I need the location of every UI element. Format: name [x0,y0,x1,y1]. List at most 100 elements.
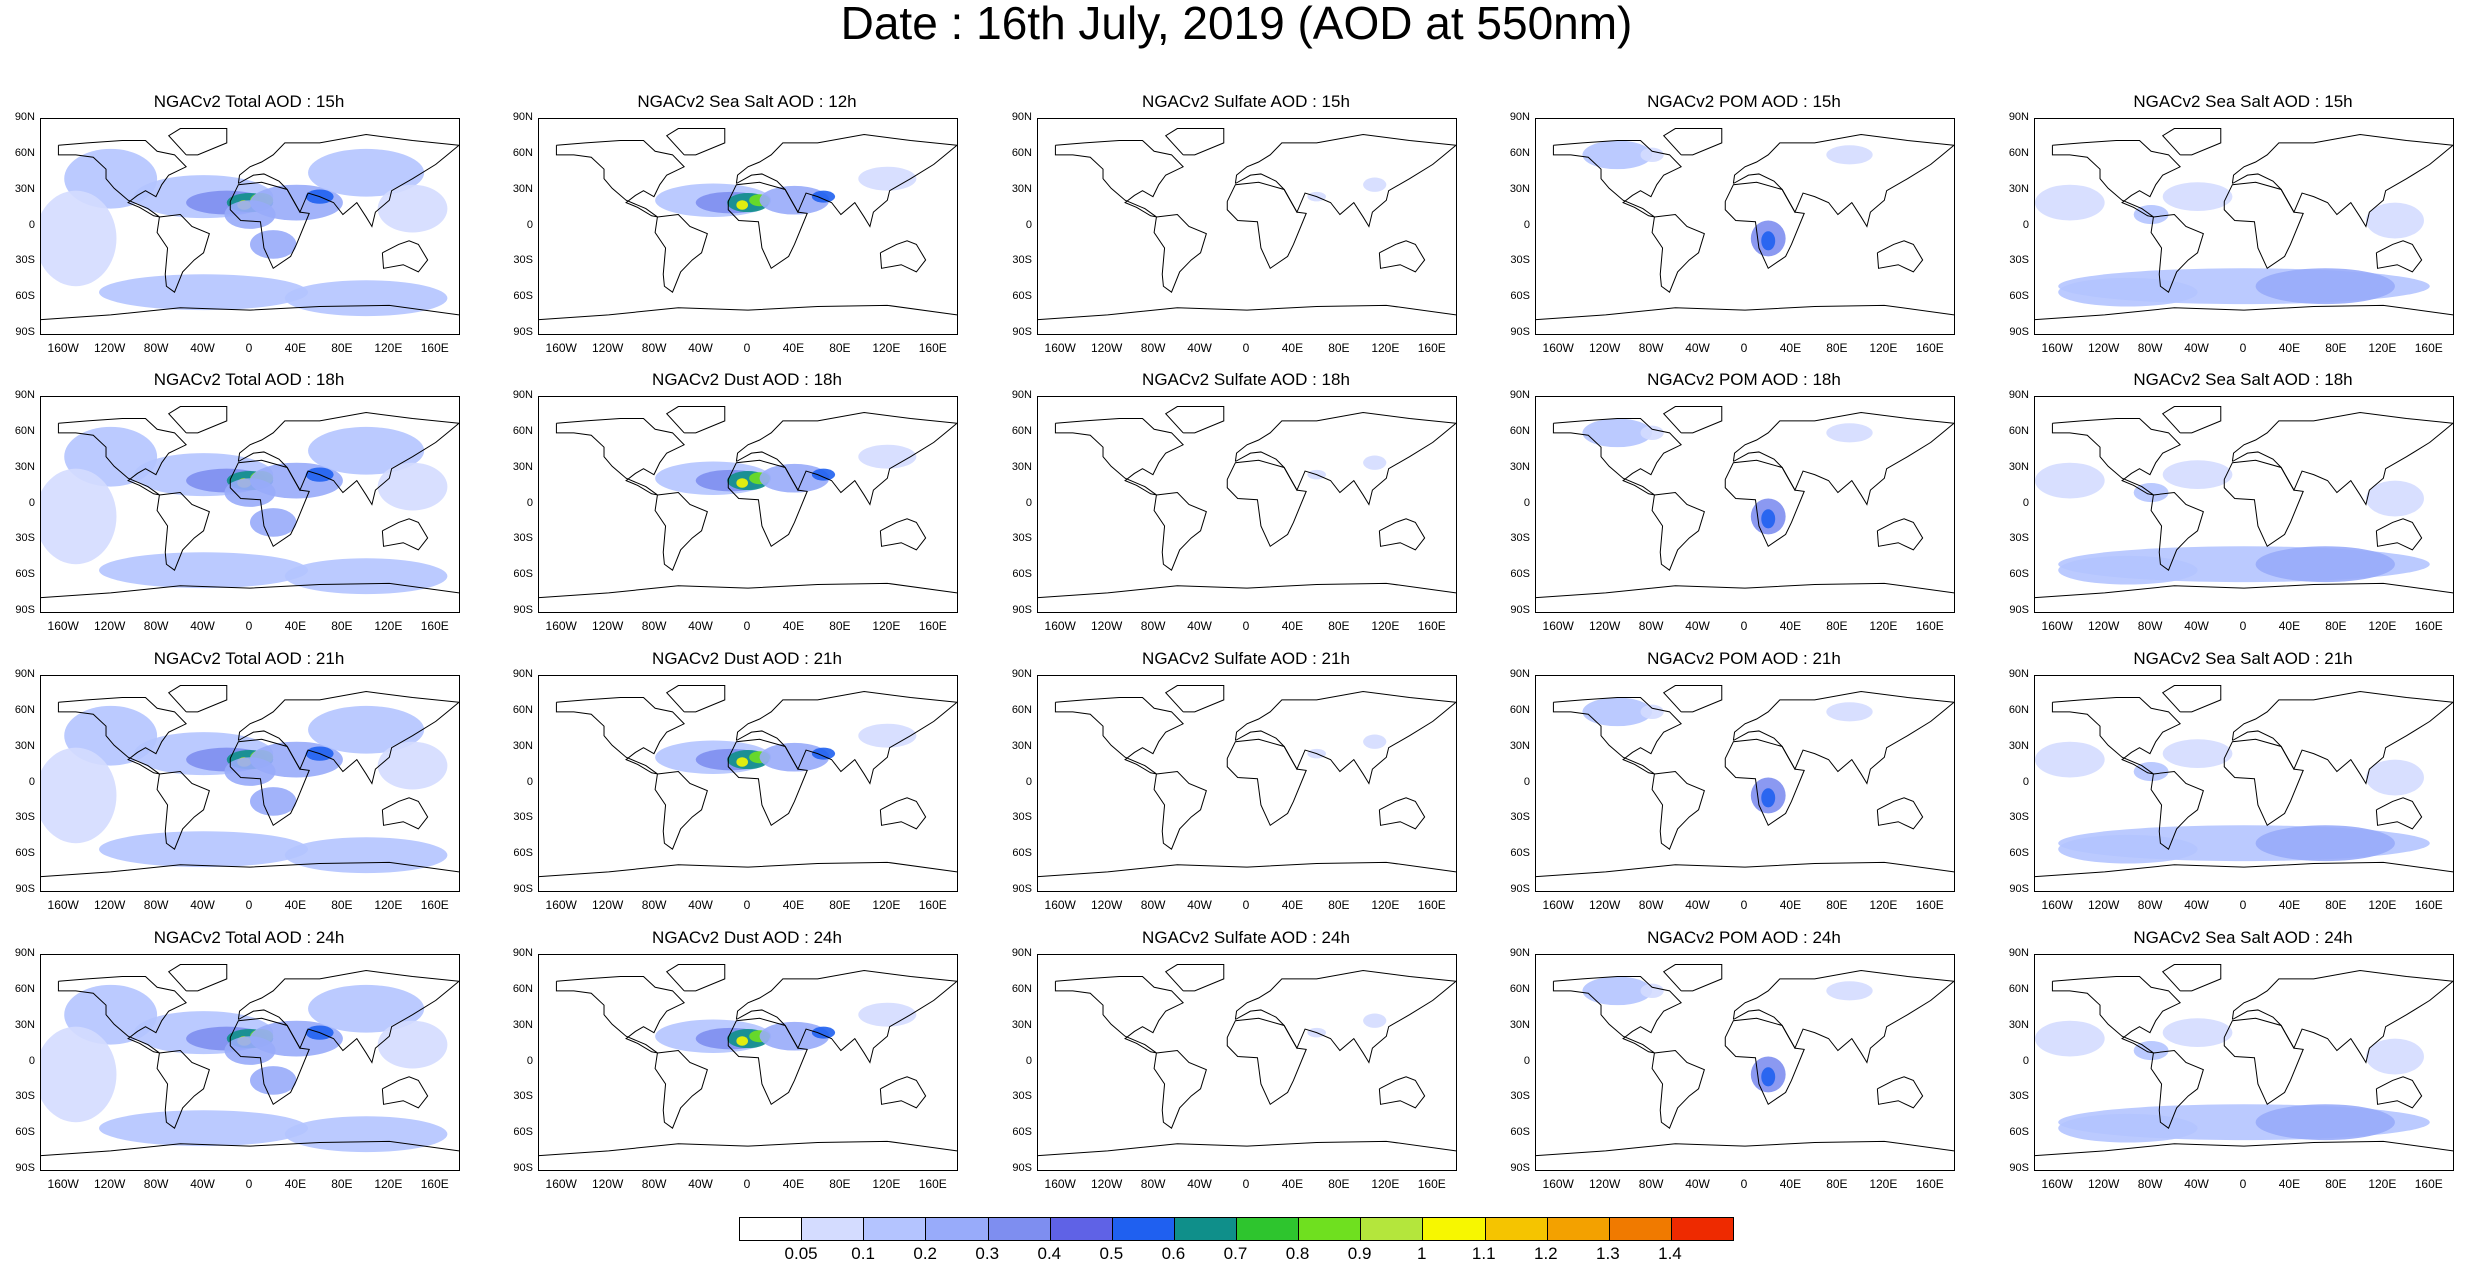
lat-tick-label: 0 [526,218,533,231]
lat-tick-label: 90N [2008,111,2029,123]
lat-tick-label: 90S [2009,326,2029,338]
lon-tick-label: 80W [143,619,169,633]
panel-title: NGACv2 POM AOD : 21h [1647,649,1841,668]
aod-field [1363,734,1387,749]
lon-tick-label: 160E [918,341,947,355]
aod-field [250,508,297,537]
lon-tick-label: 160E [420,1177,449,1191]
coastline [229,459,310,548]
panel-title: NGACv2 Total AOD : 15h [153,92,345,111]
aod-field [1826,423,1873,443]
lon-tick-label: 40W [190,898,215,912]
lon-tick-label: 160E [2414,341,2443,355]
coastline [57,697,187,775]
panel-title: NGACv2 Sea Salt AOD : 12h [637,92,857,111]
coastline [1054,976,1184,1054]
aod-field [224,200,276,229]
coastline [2375,240,2423,273]
colorbar-swatch [926,1218,989,1240]
coastline [229,1017,310,1106]
map-svg [41,964,459,1157]
aod-field [811,190,836,203]
aod-field [41,468,117,565]
lat-tick-label: 0 [28,775,35,788]
coastline [555,140,685,218]
lat-tick-label: 30S [1510,811,1530,824]
lat-tick-label: 30S [1510,254,1530,267]
lon-tick-label: 40W [688,619,713,633]
colorbar-swatch [864,1218,927,1240]
lon-tick-label: 0 [1242,341,1250,355]
map-panel [1037,118,1457,335]
aod-field [2133,483,2169,503]
coastline [2035,1140,2453,1157]
coastline [2223,459,2304,548]
lon-tick-label: 80W [143,341,169,355]
map-svg [539,964,957,1157]
lat-tick-label: 30N [1509,1018,1530,1031]
coastline [237,691,459,785]
lon-tick-label: 160E [1915,1177,1944,1191]
lon-tick-label: 160W [1542,341,1574,355]
lon-tick-label: 120W [591,619,624,633]
map-svg [1536,128,1954,321]
coastline [1153,771,1207,850]
panel-title: NGACv2 Total AOD : 21h [153,649,345,668]
coastline [381,797,429,830]
lat-tick-label: 90S [1510,1162,1530,1174]
lat-tick-label: 90S [1510,883,1530,895]
lat-tick-label: 60N [1509,703,1530,716]
lat-tick-label: 0 [1523,775,1530,788]
aod-field [284,837,448,874]
colorbar-label: 0.5 [1099,1244,1124,1263]
colorbar-swatch [1112,1218,1175,1240]
lon-tick-label: 80W [641,898,667,912]
coastline [1662,128,1723,156]
lon-tick-label: 120W [1588,898,1621,912]
lat-tick-label: 30S [1510,1090,1530,1103]
coastline [1164,128,1225,156]
lon-tick-label: 120W [93,1177,126,1191]
panel-title: NGACv2 Dust AOD : 21h [652,649,842,668]
lat-tick-label: 30S [513,532,533,545]
lat-tick-label: 60N [2008,424,2029,437]
aod-field [250,1066,297,1095]
lon-tick-label: 0 [2239,619,2247,633]
map-svg [1536,685,1954,878]
aod-field [811,468,836,481]
coastline [1038,1140,1456,1157]
aod-field [2365,759,2424,796]
map-svg [2035,685,2453,878]
lat-tick-label: 0 [1025,1054,1032,1067]
lon-tick-label: 120E [2368,1177,2397,1191]
lon-tick-label: 160W [47,1177,79,1191]
lon-tick-label: 120E [1371,619,1400,633]
lon-tick-label: 40E [782,898,805,912]
lon-tick-label: 40W [2184,341,2209,355]
coastline [1038,582,1456,599]
lon-tick-label: 0 [2239,898,2247,912]
aod-field [284,1116,448,1153]
coastline [381,518,429,551]
aod-field [99,274,309,311]
coastline [2035,304,2453,321]
lat-tick-label: 60N [2008,146,2029,159]
coastline [1651,214,1705,293]
aod-field [2255,268,2395,305]
lat-tick-label: 30N [512,182,533,195]
aod-field [2255,546,2395,583]
aod-field [1640,147,1664,162]
lat-tick-label: 60S [15,290,35,303]
lon-tick-label: 40E [284,898,307,912]
aod-field [284,558,448,595]
lon-tick-label: 160W [47,898,79,912]
lon-tick-label: 80E [1328,898,1350,912]
coastline [2051,976,2181,1054]
lat-tick-label: 90S [513,1162,533,1174]
coastline [727,738,808,827]
aod-field [2035,462,2105,499]
aod-field [2162,460,2233,489]
coastline [1732,970,1954,1064]
coastline [2150,771,2204,850]
lon-tick-label: 40E [1779,898,1802,912]
